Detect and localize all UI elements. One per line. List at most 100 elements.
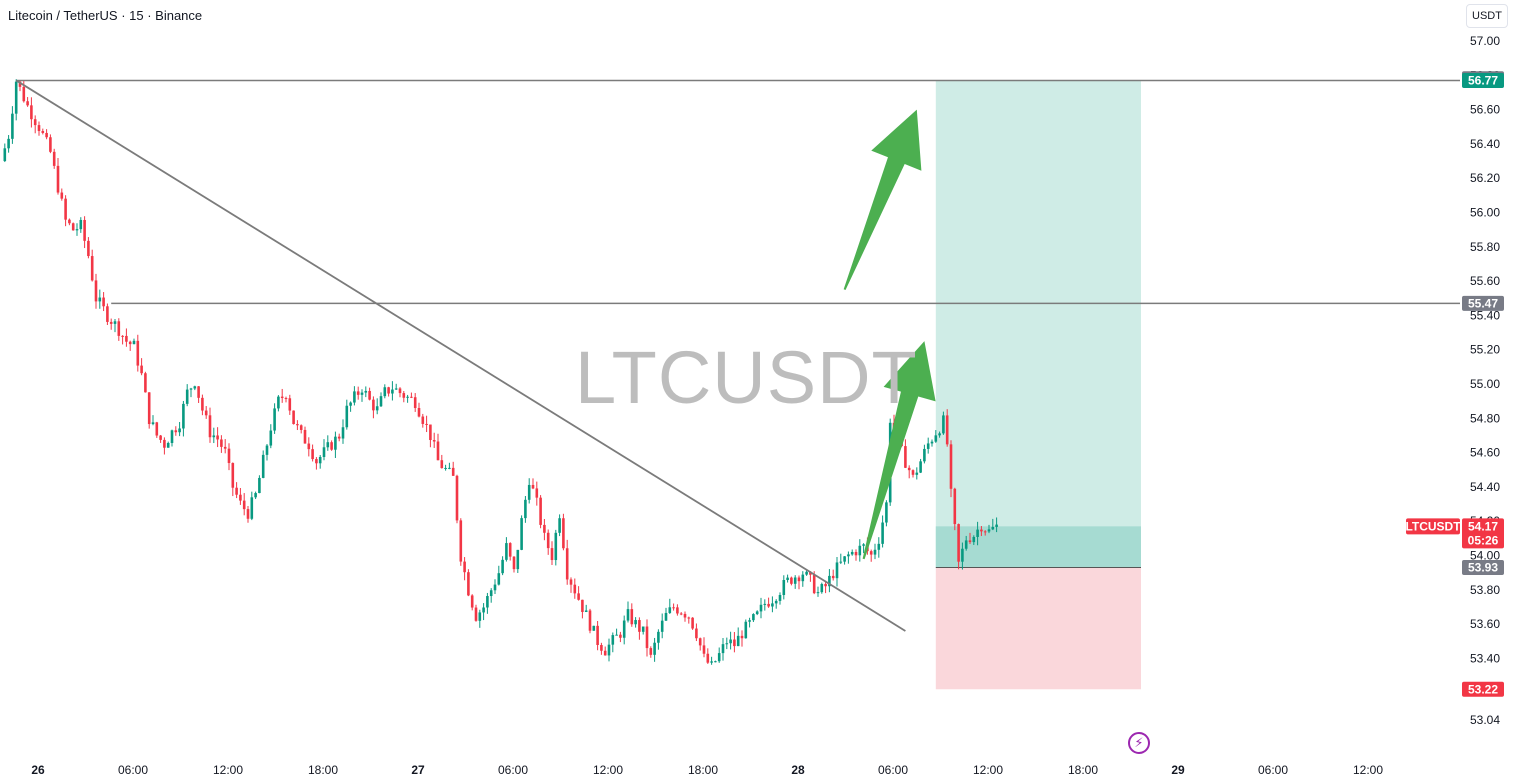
candle-body [516,549,520,570]
candle-body [543,524,546,533]
symbol-tag [1406,518,1460,535]
candle-body [273,408,276,431]
candle-body [983,531,987,533]
candle-body [448,467,451,469]
candle-body [18,81,22,87]
candle-body [854,551,858,556]
candle-body [125,335,128,342]
candle-body [641,626,645,632]
candle-body [277,396,280,409]
candle-body [440,460,444,469]
candle-body [174,430,178,433]
price-tag [1462,681,1504,697]
candle-body [581,599,584,612]
lightning-bolt-icon[interactable]: ⚡ [1128,732,1150,754]
candle-body [455,475,459,521]
candle-body [144,373,147,393]
candle-body [828,575,831,587]
price-tag [1462,295,1504,311]
candle-body [201,397,204,411]
candle-body [801,574,805,582]
candle-body [37,125,41,132]
currency-button[interactable]: USDT [1466,4,1508,28]
candle-body [919,461,922,473]
trendline [15,79,906,632]
candle-body [569,579,573,585]
candle-body [512,556,516,570]
candle-body [976,529,979,537]
candle-body [968,540,972,543]
candle-body [41,131,45,133]
x-tick-label: 06:00 [1258,763,1288,777]
candle-body [482,607,485,613]
candle-body [250,497,254,519]
candle-body [691,617,694,629]
candle-body [660,620,664,632]
y-tick-label: 53.40 [1470,651,1500,665]
candle-body [911,470,915,475]
candle-body [432,440,436,442]
candle-body [626,609,630,621]
price-tag-label: 56.77 [1468,73,1498,87]
target-zone [935,80,1141,568]
candle-body [159,435,162,440]
candle-body [356,391,360,395]
candle-body [885,502,888,523]
candle-body [79,219,83,230]
candle-body [398,388,402,394]
candle-body [235,487,238,495]
y-tick-label: 55.20 [1470,343,1500,357]
candle-body [451,467,455,476]
candle-body [710,661,713,663]
candle-body [353,391,356,403]
candle-body [949,444,953,489]
candle-body [216,435,219,440]
candle-body [478,612,482,621]
y-tick-label: 56.40 [1470,137,1500,151]
candle-body [11,113,14,139]
candle-body [721,644,725,654]
y-tick-label: 53.80 [1470,583,1500,597]
candle-body [588,610,592,631]
candle-body [630,609,634,625]
candle-body [372,399,375,411]
chart-title: Litecoin / TetherUS · 15 · Binance [8,8,203,23]
candle-body [436,441,440,461]
y-tick-label: 56.20 [1470,171,1500,185]
x-tick-label: 06:00 [118,763,148,777]
candle-body [622,620,626,638]
candle-body [132,340,136,345]
candle-body [554,532,558,561]
y-tick-label: 53.60 [1470,617,1500,631]
candle-body [653,642,656,655]
candle-body [14,81,18,114]
candle-body [752,614,755,621]
candle-body [3,148,7,162]
candle-body [87,240,90,257]
candle-body [877,543,881,550]
candle-body [402,393,406,398]
candle-body [227,448,231,464]
candle-body [668,607,672,613]
candle-body [527,484,531,500]
candle-body [296,424,299,426]
candle-body [375,406,379,411]
candle-body [341,427,345,439]
candle-body [231,463,235,488]
candle-body [292,410,295,425]
y-tick-label: 56.00 [1470,206,1500,220]
candle-body [459,520,463,562]
candle-body [767,603,770,607]
y-axis: 57.0056.8056.6056.4056.2056.0055.8055.60… [1470,34,1500,727]
candle-body [106,306,109,322]
candle-body [771,603,774,607]
candle-body [493,584,497,591]
x-tick-label: 27 [411,763,425,777]
candle-body [68,219,71,224]
candle-body [109,321,113,324]
candle-body [60,192,64,199]
candle-body [52,151,56,166]
candle-body [497,573,501,585]
candle-body [995,524,998,527]
